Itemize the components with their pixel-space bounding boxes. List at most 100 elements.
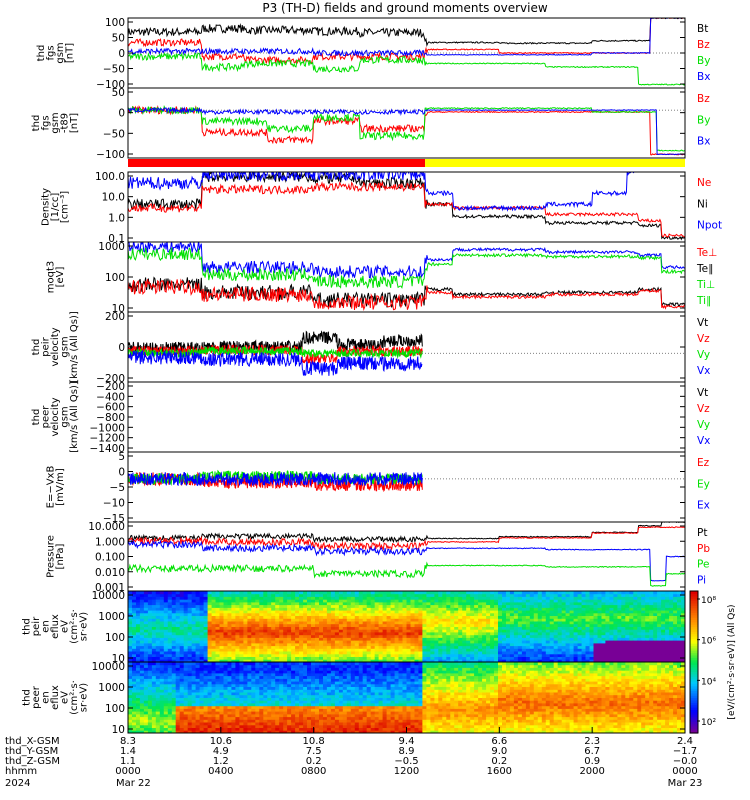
spectrogram-cell xyxy=(597,648,602,652)
spectrogram-cell xyxy=(402,634,407,638)
spectrogram-cell xyxy=(426,626,431,630)
spectrogram-cell xyxy=(187,672,193,677)
spectrogram-cell xyxy=(199,642,205,647)
spectrogram-cell xyxy=(136,629,141,633)
spectrogram-cell xyxy=(597,632,602,636)
spectrogram-cell xyxy=(199,708,205,712)
spectrogram-cell xyxy=(199,618,205,622)
spectrogram-cell xyxy=(187,697,193,701)
spectrogram-cell xyxy=(621,618,626,622)
spectrogram-cell xyxy=(159,724,165,728)
spectrogram-cell xyxy=(275,722,280,726)
spectrogram-cell xyxy=(207,651,213,655)
spectrogram-cell xyxy=(207,662,213,666)
spectrogram-cell xyxy=(203,667,209,671)
spectrogram-cell xyxy=(589,593,594,597)
spectrogram-cell xyxy=(147,596,153,600)
spectrogram-cell xyxy=(434,632,439,636)
spectrogram-cell xyxy=(263,705,268,709)
spectrogram-cell xyxy=(673,634,678,638)
spectrogram-cell xyxy=(573,615,579,619)
spectrogram-cell xyxy=(565,626,571,630)
spectrogram-cell xyxy=(136,601,141,606)
spectrogram-cell xyxy=(486,612,491,616)
spectrogram-cell xyxy=(136,711,141,715)
spectrogram-cell xyxy=(215,700,220,704)
spectrogram-cell xyxy=(235,697,240,701)
spectrogram-cell xyxy=(255,686,260,690)
spectrogram-cell xyxy=(350,604,356,608)
spectrogram-cell xyxy=(342,648,348,652)
spectrogram-cell xyxy=(231,667,236,671)
spectrogram-cell xyxy=(466,645,471,649)
spectrogram-cell xyxy=(394,642,400,647)
spectrogram-cell xyxy=(629,612,634,616)
spectrogram-cell xyxy=(243,722,248,726)
spectrogram-cell xyxy=(223,656,228,660)
spectrogram-cell xyxy=(402,659,407,662)
spectrogram-cell xyxy=(378,645,384,649)
spectrogram-cell xyxy=(442,648,447,652)
spectrogram-cell xyxy=(545,632,551,636)
spectrogram-cell xyxy=(466,607,471,611)
spectrogram-cell xyxy=(239,678,244,682)
spectrogram-cell xyxy=(541,596,547,600)
spectrogram-cell xyxy=(605,596,610,600)
spectrogram-cell xyxy=(243,651,248,655)
spectrogram-cell xyxy=(410,626,415,630)
y-axis-label: [nT] xyxy=(64,43,75,63)
y-axis-label: thd xyxy=(22,618,33,635)
spectrogram-cell xyxy=(390,610,396,614)
spectrogram-cell xyxy=(247,610,252,614)
spectrogram-cell xyxy=(132,705,137,709)
spectrogram-cell xyxy=(569,640,575,644)
spectrogram-cell xyxy=(513,656,519,660)
spectrogram-cell xyxy=(231,678,236,682)
spectrogram-cell xyxy=(219,711,224,715)
spectrogram-cell xyxy=(295,697,300,701)
spectrogram-cell xyxy=(151,678,157,682)
spectrogram-cell xyxy=(589,596,594,600)
spectrogram-cell xyxy=(247,651,252,655)
spectrogram-cell xyxy=(191,683,197,687)
spectrogram-cell xyxy=(159,599,165,603)
spectrogram-cell xyxy=(430,593,435,597)
spectrogram-cell xyxy=(247,662,252,666)
spectrogram-cell xyxy=(334,651,340,655)
spectrogram-cell xyxy=(139,601,145,606)
y-tick-label: 0.010 xyxy=(95,567,125,579)
spectrogram-cell xyxy=(406,656,411,660)
spectrogram-cell xyxy=(215,621,220,625)
spectrogram-cell xyxy=(378,637,384,641)
spectrogram-cell xyxy=(569,623,575,627)
spectrogram-cell xyxy=(132,724,137,728)
spectrogram-cell xyxy=(605,593,610,597)
spectrogram-cell xyxy=(669,599,674,603)
spectrogram-cell xyxy=(136,645,141,649)
spectrogram-cell xyxy=(625,648,630,652)
spectrogram-cell xyxy=(406,637,411,641)
spectrogram-cell xyxy=(494,651,499,655)
spectrogram-cell xyxy=(490,642,495,647)
spectrogram-cell xyxy=(665,642,670,647)
spectrogram-cell xyxy=(533,645,539,649)
spectrogram-cell xyxy=(541,604,547,608)
spectrogram-cell xyxy=(231,662,236,666)
spectrogram-cell xyxy=(533,651,539,655)
spectrogram-cell xyxy=(330,651,336,655)
spectrogram-cell xyxy=(601,659,606,662)
spectrogram-cell xyxy=(163,722,169,726)
spectrogram-cell xyxy=(147,599,153,603)
spectrogram-cell xyxy=(521,653,527,657)
spectrogram-cell xyxy=(211,719,217,723)
spectrogram-cell xyxy=(163,659,169,662)
spectrogram-cell xyxy=(291,670,296,674)
spectrogram-cell xyxy=(271,634,276,638)
spectrogram-cell xyxy=(219,722,224,726)
spectrogram-cell xyxy=(303,634,308,638)
spectrogram-cell xyxy=(207,730,213,733)
spectrogram-cell xyxy=(366,656,372,660)
spectrogram-cell xyxy=(653,632,658,636)
spectrogram-cell xyxy=(255,615,260,619)
spectrogram-cell xyxy=(139,618,145,622)
